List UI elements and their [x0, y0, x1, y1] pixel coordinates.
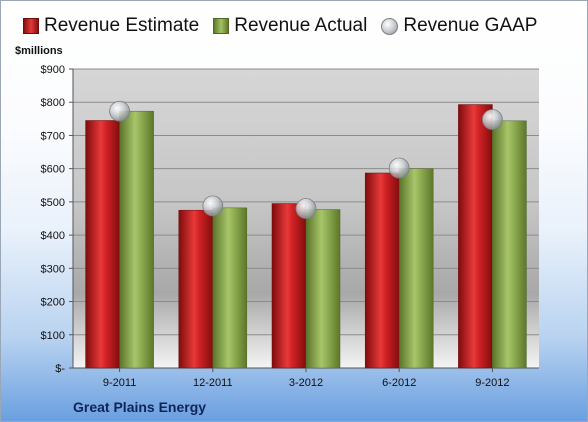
legend-label-gaap: Revenue GAAP: [403, 15, 538, 36]
company-name: Great Plains Energy: [73, 399, 207, 415]
bar-revenue-actual: [119, 110, 154, 369]
y-tick-label: $500: [41, 197, 65, 209]
gaap-markers: [109, 100, 503, 219]
y-tick-label: $200: [41, 297, 65, 309]
bar-revenue-estimate: [458, 104, 493, 369]
marker-revenue-gaap: [388, 157, 410, 179]
y-tick-label: $300: [41, 263, 65, 275]
x-tick-label: 9-2012: [475, 377, 509, 389]
marker-revenue-gaap: [109, 100, 130, 122]
y-axis-label: $millions: [15, 45, 63, 57]
bar-revenue-estimate: [178, 209, 214, 369]
bar-revenue-estimate: [85, 120, 120, 369]
legend: Revenue Estimate Revenue Actual Revenue …: [23, 15, 551, 37]
marker-revenue-gaap: [202, 195, 224, 217]
y-tick-label: $700: [41, 130, 65, 142]
bar-revenue-actual: [212, 207, 248, 369]
y-tick-label: $400: [41, 230, 65, 242]
bar-revenue-actual: [305, 209, 341, 369]
bars: [85, 104, 527, 369]
bar-revenue-estimate: [271, 203, 307, 369]
bar-revenue-actual: [398, 168, 434, 369]
x-tick-label: 12-2011: [193, 377, 233, 389]
y-tick-label: $600: [41, 164, 65, 176]
y-tick-label: $100: [41, 330, 65, 342]
bar-revenue-actual: [492, 120, 527, 369]
x-tick-label: 6-2012: [382, 377, 416, 389]
x-tick-label: 9-2011: [103, 377, 136, 389]
y-tick-labels: $- $100 $200 $300 $400 $500 $600 $700 $800 $900: [41, 64, 66, 375]
marker-revenue-gaap: [481, 109, 503, 130]
x-tick-labels: 9-2011 12-2011 3-2012 6-2012 9-2012: [103, 368, 510, 389]
legend-label-estimate: Revenue Estimate: [44, 15, 200, 36]
x-tick-label: 3-2012: [289, 377, 323, 389]
legend-swatch-estimate: [23, 18, 39, 34]
marker-revenue-gaap: [295, 198, 317, 219]
legend-swatch-actual: [213, 18, 230, 34]
legend-item-actual: Revenue Actual: [213, 15, 367, 37]
legend-label-actual: Revenue Actual: [234, 15, 368, 36]
y-tick-label: $900: [41, 64, 65, 76]
legend-swatch-gaap: [381, 17, 399, 35]
y-tick-label: $-: [55, 363, 65, 375]
bar-revenue-estimate: [364, 172, 400, 369]
legend-item-gaap: Revenue GAAP: [381, 15, 537, 37]
y-tick-label: $800: [41, 97, 65, 109]
legend-item-estimate: Revenue Estimate: [23, 15, 199, 37]
